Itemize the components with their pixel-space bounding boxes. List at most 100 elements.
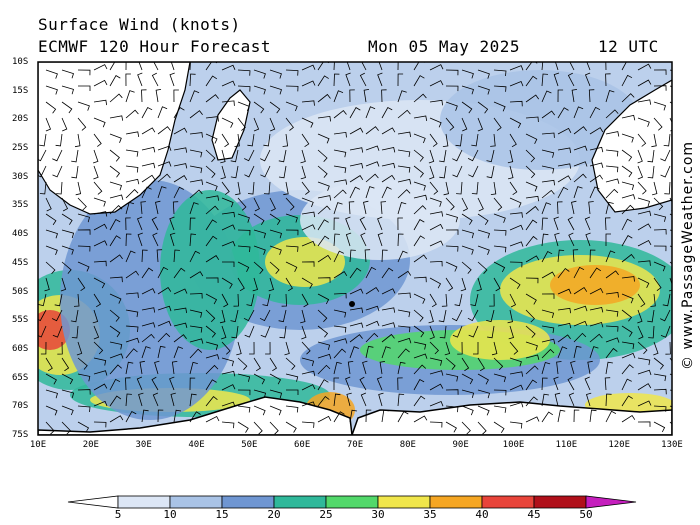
wind-barb <box>589 174 604 183</box>
wind-barb <box>157 305 172 312</box>
wind-barb <box>173 267 186 279</box>
wind-barb <box>61 69 75 79</box>
wind-barb <box>269 261 280 274</box>
wind-barb <box>205 165 216 178</box>
wind-barb <box>457 341 463 355</box>
wind-barb <box>477 405 490 416</box>
wind-barb <box>333 325 347 333</box>
wind-barb <box>269 229 282 239</box>
wind-barb <box>269 373 282 385</box>
wind-barb <box>205 133 218 144</box>
wind-barb <box>461 421 471 435</box>
wind-barb <box>573 126 587 135</box>
wind-barb <box>445 245 459 252</box>
wind-barb <box>140 201 146 215</box>
wind-barb <box>647 165 655 179</box>
wind-barb <box>136 216 143 231</box>
wind-barb <box>221 384 236 391</box>
wind-barb <box>301 325 307 340</box>
copyright-credit: © www.PassageWeather.com <box>680 140 696 370</box>
wind-barb <box>509 181 518 196</box>
wind-barb <box>77 229 91 235</box>
wind-barb <box>525 379 538 391</box>
wind-barb <box>244 149 255 162</box>
wind-barb <box>169 232 176 247</box>
wind-barb <box>173 89 179 103</box>
wind-barb <box>237 85 251 92</box>
wind-barb <box>173 186 184 199</box>
wind-barb <box>621 364 634 375</box>
lon-label: 60E <box>294 440 311 450</box>
wind-barb <box>278 165 287 179</box>
wind-barb <box>233 293 239 307</box>
wind-barb <box>573 173 587 183</box>
wind-barb <box>429 421 443 428</box>
wind-barb <box>189 361 198 375</box>
wind-barb <box>269 421 279 435</box>
wind-barb <box>109 149 120 162</box>
wind-barb <box>77 101 90 111</box>
wind-barb <box>141 249 148 263</box>
wind-barb <box>461 101 473 114</box>
wind-barb <box>365 266 377 279</box>
wind-barb <box>637 239 652 247</box>
wind-barb <box>138 392 144 407</box>
wind-barb <box>397 90 407 103</box>
wind-barb <box>189 411 201 423</box>
wind-barb <box>429 133 438 147</box>
lat-label: 30S <box>12 171 29 182</box>
wind-barb <box>588 201 594 215</box>
wind-barb <box>61 389 75 399</box>
lat-label: 45S <box>12 257 29 268</box>
wind-barb <box>93 64 108 71</box>
wind-barb <box>377 72 383 87</box>
wind-barb <box>169 216 175 231</box>
wind-barb <box>52 325 63 338</box>
wind-barb <box>247 133 255 147</box>
wind-barb <box>365 126 379 135</box>
wind-barb <box>205 396 218 407</box>
wind-barb <box>333 271 348 279</box>
wind-barb <box>381 322 396 328</box>
wind-barb <box>253 117 260 132</box>
wind-barb <box>621 235 633 247</box>
wind-barb <box>234 133 240 147</box>
wind-barb <box>205 379 217 391</box>
wind-barb <box>189 348 203 359</box>
wind-barb <box>509 261 523 268</box>
wind-barb <box>237 421 249 433</box>
wind-barb <box>567 376 575 391</box>
wind-barb <box>509 293 517 308</box>
kerguelen-island <box>349 301 355 307</box>
wind-barb <box>230 165 239 179</box>
wind-barb <box>588 89 595 103</box>
wind-barb <box>189 393 197 407</box>
wind-barb <box>525 255 540 263</box>
wind-barb <box>93 370 108 376</box>
wind-barb <box>138 62 143 71</box>
wind-barb <box>397 361 406 375</box>
wind-barb <box>301 181 310 195</box>
wind-barb <box>237 389 251 396</box>
wind-barb <box>333 179 348 185</box>
lat-label: 40S <box>12 229 29 240</box>
wind-barb <box>525 149 536 163</box>
wind-barb <box>509 277 521 290</box>
wind-barb <box>237 373 251 382</box>
wind-barb <box>365 332 379 343</box>
wind-barb <box>461 213 473 225</box>
wind-barb <box>172 201 179 215</box>
wind-barb <box>567 72 575 87</box>
wind-barb <box>445 85 459 92</box>
wind-barb <box>263 181 271 195</box>
wind-barb <box>301 117 314 128</box>
wind-barb <box>397 393 405 407</box>
wind-barb <box>54 293 63 307</box>
wind-barb <box>93 293 102 308</box>
wind-barb <box>205 354 220 360</box>
wind-barb <box>493 421 505 434</box>
colorbar-label: 10 <box>163 508 177 521</box>
wind-barb <box>477 421 487 435</box>
wind-barb <box>141 174 156 183</box>
wind-barb <box>397 149 411 157</box>
